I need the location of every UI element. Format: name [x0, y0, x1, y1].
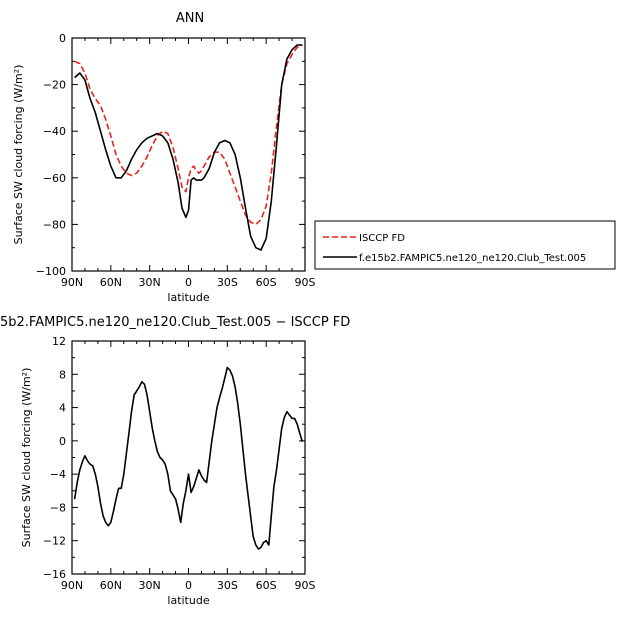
y-axis-label: Surface SW cloud forcing (W/m²): [12, 65, 25, 245]
x-tick-label: 60S: [256, 579, 277, 592]
chart-title: ANN: [176, 11, 204, 26]
x-tick-label: 0: [185, 276, 192, 289]
y-tick-label: −16: [43, 568, 66, 581]
y-axis-label: Surface SW cloud forcing (W/m²): [20, 368, 33, 548]
legend-label-1: ISCCP FD: [359, 233, 405, 244]
x-tick-label: 90N: [61, 579, 83, 592]
y-tick-label: −12: [43, 535, 66, 548]
legend-label-2: f.e15b2.FAMPIC5.ne120_ne120.Club_Test.00…: [359, 253, 586, 264]
x-axis-label: latitude: [167, 594, 209, 607]
x-tick-label: 90N: [61, 276, 83, 289]
y-tick-label: −20: [43, 79, 66, 92]
y-tick-label: −8: [50, 501, 66, 514]
y-tick-label: 4: [59, 402, 66, 415]
y-tick-label: 0: [59, 435, 66, 448]
legend: ISCCP FD f.e15b2.FAMPIC5.ne120_ne120.Club…: [314, 220, 616, 270]
y-tick-label: 0: [59, 32, 66, 45]
y-tick-label: −60: [43, 172, 66, 185]
y-tick-label: 8: [59, 368, 66, 381]
series-line-1: [73, 366, 304, 550]
x-tick-label: 60N: [100, 276, 122, 289]
y-tick-label: −100: [36, 265, 66, 278]
x-tick-label: 90S: [295, 276, 316, 289]
y-tick-label: −40: [43, 125, 66, 138]
x-tick-label: 30S: [217, 579, 238, 592]
x-tick-label: 0: [185, 579, 192, 592]
chart-2: 5b2.FAMPIC5.ne120_ne120.Club_Test.005 − …: [0, 315, 350, 607]
chart-1: ANN 90N 60N 30N 0 30S 60S 90S 0 −20 −40 −60 −80 −100 l…: [12, 11, 616, 304]
legend-box: [314, 220, 616, 270]
series-line-1: [74, 44, 303, 226]
y-tick-label: 12: [52, 335, 66, 348]
series-line-2: [74, 44, 303, 251]
x-tick-label: 30N: [139, 579, 161, 592]
x-tick-label: 30N: [139, 276, 161, 289]
chart-title: 5b2.FAMPIC5.ne120_ne120.Club_Test.005 − …: [0, 315, 350, 330]
x-axis-label: latitude: [167, 291, 209, 304]
x-tick-label: 60S: [256, 276, 277, 289]
x-tick-label: 60N: [100, 579, 122, 592]
y-tick-label: −4: [50, 468, 66, 481]
x-tick-label: 90S: [295, 579, 316, 592]
x-tick-label: 30S: [217, 276, 238, 289]
y-tick-label: −80: [43, 218, 66, 231]
